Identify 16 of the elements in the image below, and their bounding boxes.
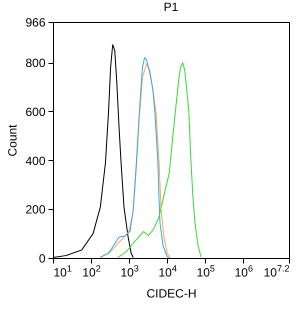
- chart-title: P1: [164, 0, 179, 14]
- y-tick-label: 400: [25, 154, 46, 168]
- x-tick-label: 10$^{7.2}$: [264, 264, 290, 280]
- x-tick-label: 10$^{6}$: [234, 264, 254, 280]
- x-tick-label: 10$^{5}$: [196, 264, 215, 280]
- x-axis-title: CIDEC-H: [146, 286, 196, 300]
- x-tick-label: 10$^{1}$: [54, 264, 72, 280]
- x-tick-label: 10$^{2}$: [82, 264, 101, 280]
- x-tick-label: 10$^{4}$: [158, 264, 177, 280]
- x-tick-label: 10$^{3}$: [120, 264, 139, 280]
- y-tick-label: 600: [25, 104, 46, 119]
- y-tick-label: 800: [25, 56, 46, 70]
- y-tick-label: 200: [25, 202, 46, 217]
- y-tick-label: 966: [25, 16, 46, 30]
- y-tick-label: 0: [38, 252, 46, 266]
- y-axis-title: Count: [5, 124, 20, 157]
